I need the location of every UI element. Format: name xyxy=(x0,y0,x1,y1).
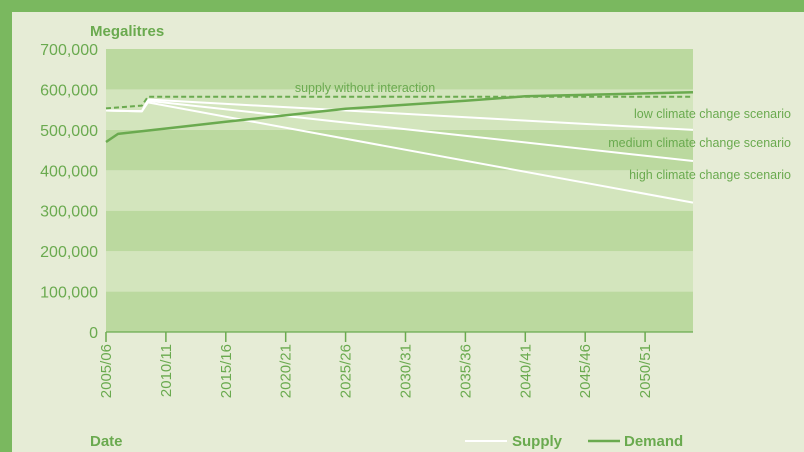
series-annotations: supply without interaction low climate ch… xyxy=(295,81,791,182)
series-annotation: medium climate change scenario xyxy=(608,136,791,150)
grid-band xyxy=(106,251,693,292)
y-tick-label: 300,000 xyxy=(40,204,98,221)
series-annotation: low climate change scenario xyxy=(634,107,791,121)
x-tick-label: 2025/26 xyxy=(338,344,355,398)
y-axis-title: Megalitres xyxy=(90,23,164,40)
x-tick-label: 2030/31 xyxy=(397,344,414,398)
grid-band xyxy=(106,291,693,332)
x-axis-title: Date xyxy=(90,433,123,450)
x-tick-label: 2010/11 xyxy=(158,344,175,397)
grid-band xyxy=(106,210,693,252)
y-tick-label: 500,000 xyxy=(40,123,98,140)
grid-band xyxy=(106,129,693,171)
x-tick-label: 2005/06 xyxy=(98,344,115,398)
y-tick-label: 200,000 xyxy=(40,244,98,261)
grid-band xyxy=(106,49,693,90)
series-lines xyxy=(105,91,694,204)
chart: supply without interaction low climate ch… xyxy=(40,23,791,450)
x-tick-label: 2020/21 xyxy=(278,344,295,398)
x-tick-marks xyxy=(105,331,693,342)
supply-line xyxy=(105,95,693,110)
background-bands xyxy=(106,49,693,332)
demand-line xyxy=(105,91,694,144)
legend-supply-label: Supply xyxy=(512,433,563,450)
chart-panel: supply without interaction low climate ch… xyxy=(12,12,804,452)
y-tick-labels: 0 100,000 200,000 300,000 400,000 500,000 600,… xyxy=(40,42,98,342)
y-tick-label: 700,000 xyxy=(40,42,98,59)
x-tick-labels: 2005/06 2010/11 2015/16 2020/21 2025/26 2030/… xyxy=(98,344,654,398)
legend-demand-label: Demand xyxy=(624,433,683,450)
series-annotation: supply without interaction xyxy=(295,81,435,95)
x-tick-label: 2015/16 xyxy=(218,344,235,398)
y-tick-label: 0 xyxy=(89,325,98,342)
y-tick-label: 400,000 xyxy=(40,163,98,180)
y-tick-label: 100,000 xyxy=(40,285,98,302)
grid-band xyxy=(106,170,693,211)
legend: Supply Demand xyxy=(465,433,683,450)
y-tick-label: 600,000 xyxy=(40,82,98,99)
series-annotation: high climate change scenario xyxy=(629,168,791,182)
supply-line xyxy=(105,98,694,131)
x-tick-label: 2050/51 xyxy=(637,344,654,398)
x-tick-label: 2040/41 xyxy=(517,344,534,398)
x-tick-label: 2035/36 xyxy=(457,344,474,398)
x-tick-label: 2045/46 xyxy=(577,344,594,398)
